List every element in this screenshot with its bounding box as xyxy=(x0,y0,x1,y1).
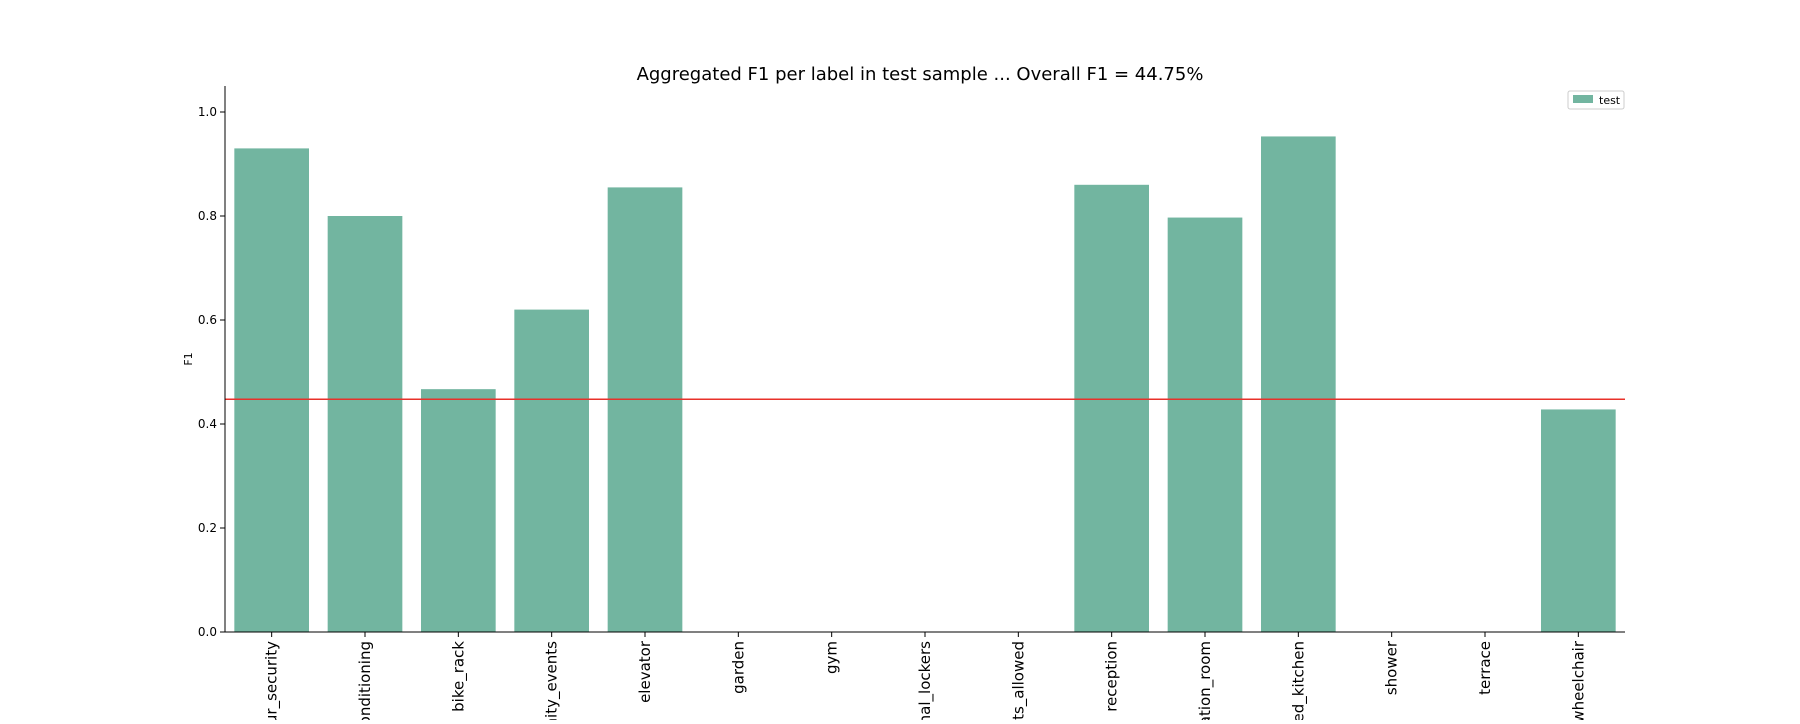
x-ticks-group: ur_security onditioning bike_rack nity_even… xyxy=(263,632,1587,724)
x-tick-label: garden xyxy=(729,641,747,694)
legend: test xyxy=(1567,90,1625,110)
y-tick-label: 1.0 xyxy=(198,105,217,119)
x-tick-label: terrace xyxy=(1476,641,1494,695)
y-tick-label: 0.0 xyxy=(198,625,217,639)
bar-ed_kitchen xyxy=(1261,136,1336,632)
bar-reception xyxy=(1074,184,1149,633)
x-tick-label: ation_room xyxy=(1196,641,1215,720)
legend-swatch xyxy=(1573,95,1593,103)
y-axis-label: F1 xyxy=(182,352,195,365)
bar-ation_room xyxy=(1167,217,1243,632)
bar-bike_rack xyxy=(421,389,496,632)
x-tick-label: gym xyxy=(823,641,841,674)
y-ticks-group: 0.0 0.2 0.4 0.6 0.8 1.0 xyxy=(198,105,225,639)
bar-elevator xyxy=(607,187,683,632)
y-tick-label: 0.4 xyxy=(198,417,217,431)
y-tick-label: 0.8 xyxy=(198,209,217,223)
x-tick-label: nal_lockers xyxy=(916,641,935,720)
x-tick-label: elevator xyxy=(636,640,654,703)
y-tick-label: 0.2 xyxy=(198,521,217,535)
x-tick-label: onditioning xyxy=(356,641,374,720)
bar-ur_security xyxy=(234,148,309,632)
x-tick-label: wheelchair xyxy=(1569,640,1587,720)
x-tick-label: bike_rack xyxy=(449,641,468,712)
x-tick-label: ed_kitchen xyxy=(1289,641,1308,720)
x-tick-label: shower xyxy=(1383,640,1401,695)
x-tick-label: reception xyxy=(1103,641,1121,712)
bar-nity_events xyxy=(514,309,589,632)
y-tick-label: 0.6 xyxy=(198,313,217,327)
x-tick-label: ts_allowed xyxy=(1009,641,1028,720)
bars-group xyxy=(234,136,1616,633)
legend-label: test xyxy=(1599,94,1621,107)
x-tick-label: nity_events xyxy=(543,641,562,720)
bar-wheelchair xyxy=(1541,409,1616,632)
bar-onditioning xyxy=(327,216,403,632)
chart-title: Aggregated F1 per label in test sample .… xyxy=(637,64,1204,85)
x-tick-label: ur_security xyxy=(263,641,282,720)
